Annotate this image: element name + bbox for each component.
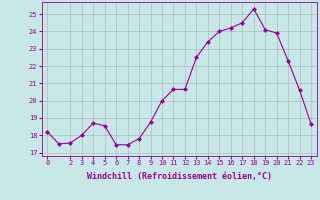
X-axis label: Windchill (Refroidissement éolien,°C): Windchill (Refroidissement éolien,°C) <box>87 172 272 181</box>
